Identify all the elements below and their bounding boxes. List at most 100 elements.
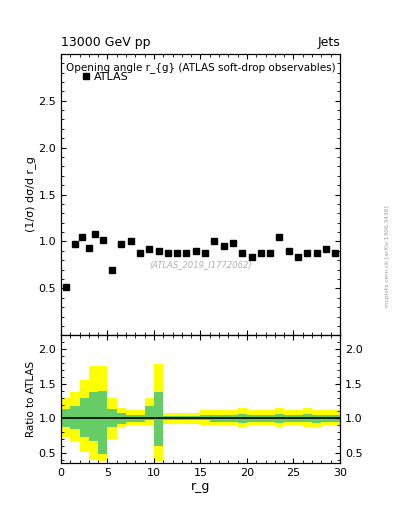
Bar: [210, 410, 219, 425]
Bar: [126, 415, 135, 422]
Bar: [173, 413, 182, 424]
Bar: [191, 413, 200, 424]
Bar: [135, 410, 145, 425]
ATLAS: [80, 233, 84, 240]
Bar: [256, 410, 266, 425]
Y-axis label: Ratio to ATLAS: Ratio to ATLAS: [26, 361, 35, 437]
Bar: [294, 415, 303, 422]
ATLAS: [249, 254, 254, 261]
Bar: [70, 392, 79, 440]
ATLAS: [203, 250, 208, 256]
Bar: [107, 410, 117, 428]
Bar: [247, 415, 256, 422]
ATLAS: [86, 245, 91, 251]
Bar: [321, 415, 331, 422]
Bar: [191, 416, 200, 420]
ATLAS: [138, 250, 142, 256]
ATLAS: [119, 241, 124, 247]
Bar: [284, 415, 294, 422]
ATLAS: [231, 240, 235, 246]
Bar: [303, 408, 312, 426]
Text: (ATLAS_2019_I1772062): (ATLAS_2019_I1772062): [149, 261, 252, 269]
Bar: [79, 398, 89, 437]
ATLAS: [184, 250, 189, 256]
Bar: [98, 391, 107, 454]
Bar: [163, 413, 173, 424]
ATLAS: [63, 284, 68, 290]
Text: Jets: Jets: [317, 36, 340, 49]
Bar: [312, 415, 321, 423]
ATLAS: [156, 248, 161, 254]
Bar: [294, 410, 303, 425]
ATLAS: [314, 250, 319, 256]
Bar: [154, 365, 163, 461]
Bar: [79, 380, 89, 452]
Y-axis label: (1/σ) dσ/d r_g: (1/σ) dσ/d r_g: [25, 157, 35, 232]
ATLAS: [221, 243, 226, 249]
Bar: [107, 398, 117, 439]
Bar: [145, 398, 154, 425]
Bar: [126, 410, 135, 425]
Bar: [210, 415, 219, 422]
Bar: [284, 410, 294, 425]
Text: 13000 GeV pp: 13000 GeV pp: [61, 36, 151, 49]
Text: mcplots.cern.ch [arXiv:1306.3436]: mcplots.cern.ch [arXiv:1306.3436]: [385, 205, 389, 307]
ATLAS: [324, 246, 329, 252]
ATLAS: [73, 241, 77, 247]
ATLAS: [296, 254, 300, 261]
Bar: [238, 414, 247, 423]
Line: ATLAS: ATLAS: [62, 231, 338, 290]
Bar: [219, 410, 228, 425]
Bar: [145, 406, 154, 420]
ATLAS: [333, 250, 338, 256]
X-axis label: r_g: r_g: [191, 480, 210, 493]
Bar: [89, 367, 98, 460]
ATLAS: [165, 250, 170, 256]
Bar: [61, 410, 70, 428]
ATLAS: [147, 246, 152, 252]
Bar: [219, 415, 228, 422]
Bar: [256, 415, 266, 422]
ATLAS: [101, 237, 105, 243]
Bar: [266, 410, 275, 425]
Bar: [238, 408, 247, 426]
Bar: [321, 410, 331, 425]
Bar: [89, 392, 98, 440]
ATLAS: [110, 267, 114, 273]
Bar: [275, 408, 284, 426]
ATLAS: [128, 239, 133, 245]
ATLAS: [286, 248, 291, 254]
Bar: [61, 398, 70, 437]
ATLAS: [193, 248, 198, 254]
ATLAS: [175, 250, 180, 256]
Bar: [182, 416, 191, 420]
ATLAS: [277, 233, 282, 240]
Bar: [135, 415, 145, 422]
ATLAS: [240, 250, 244, 256]
Bar: [200, 415, 210, 420]
Bar: [266, 415, 275, 422]
Bar: [331, 410, 340, 425]
ATLAS: [268, 250, 272, 256]
ATLAS: [305, 250, 310, 256]
ATLAS: [93, 231, 98, 237]
Bar: [117, 413, 126, 424]
Bar: [182, 413, 191, 424]
Bar: [312, 410, 321, 426]
Bar: [117, 408, 126, 426]
Bar: [173, 416, 182, 420]
Bar: [70, 406, 79, 429]
ATLAS: [259, 250, 263, 256]
Bar: [228, 410, 238, 425]
Legend: ATLAS: ATLAS: [78, 68, 134, 87]
Bar: [200, 410, 210, 425]
Bar: [163, 416, 173, 420]
Bar: [247, 410, 256, 425]
Bar: [331, 415, 340, 422]
ATLAS: [212, 239, 217, 245]
Bar: [154, 392, 163, 446]
Bar: [228, 415, 238, 422]
Text: Opening angle r_{g} (ATLAS soft-drop observables): Opening angle r_{g} (ATLAS soft-drop obs…: [66, 62, 335, 73]
Bar: [303, 414, 312, 422]
Bar: [98, 367, 107, 461]
